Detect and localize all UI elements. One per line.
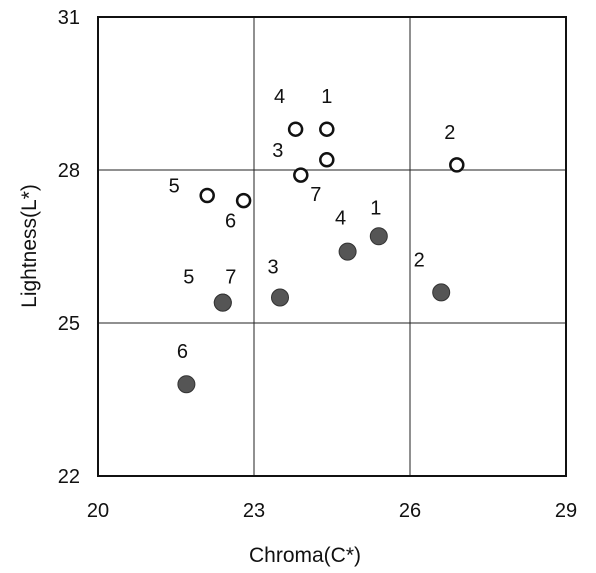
- x-tick-labels: 20 23 26 29: [87, 500, 577, 522]
- x-tick-label: 29: [555, 500, 577, 522]
- y-tick-label: 31: [58, 7, 80, 29]
- y-axis-title: Lightness(L*): [18, 184, 41, 308]
- point-label: 1: [321, 86, 332, 108]
- plot-frame: [97, 16, 567, 477]
- open-point: [235, 192, 252, 209]
- x-tick-label: 20: [87, 500, 109, 522]
- point-label: 3: [267, 257, 278, 279]
- filled-point: [432, 283, 451, 302]
- filled-point: [369, 227, 388, 246]
- point-label: 5: [169, 176, 180, 198]
- filled-point: [271, 288, 289, 307]
- open-point: [449, 157, 465, 173]
- data-points: [177, 121, 465, 394]
- open-point: [293, 167, 309, 183]
- point-label: 2: [414, 249, 425, 271]
- point-label: 3: [272, 140, 283, 162]
- point-label: 5: [183, 267, 194, 289]
- open-point: [199, 187, 215, 204]
- point-label: 2: [444, 122, 455, 144]
- open-point: [287, 121, 304, 137]
- x-tick-label: 23: [243, 500, 265, 522]
- point-label: 4: [274, 86, 285, 108]
- point-label: 4: [335, 208, 346, 230]
- open-point: [319, 152, 335, 168]
- point-label: 7: [310, 184, 321, 206]
- filled-point: [338, 242, 357, 261]
- point-label: 1: [370, 197, 381, 219]
- grid-lines: [98, 17, 566, 476]
- point-labels: 1 2 3 4 5 6 7 1 2 3 4 5 6 7: [169, 86, 456, 363]
- point-label: 6: [177, 341, 188, 363]
- x-axis-title: Chroma(C*): [249, 544, 361, 567]
- y-tick-label: 25: [58, 313, 80, 335]
- y-tick-labels: 22 25 28 31: [58, 7, 80, 488]
- point-label: 6: [225, 211, 236, 233]
- x-tick-label: 26: [399, 500, 421, 522]
- point-label: 7: [225, 267, 236, 289]
- y-tick-label: 22: [58, 466, 80, 488]
- filled-point: [177, 375, 196, 394]
- filled-point: [213, 293, 232, 312]
- y-tick-label: 28: [58, 160, 80, 182]
- open-point: [319, 121, 335, 137]
